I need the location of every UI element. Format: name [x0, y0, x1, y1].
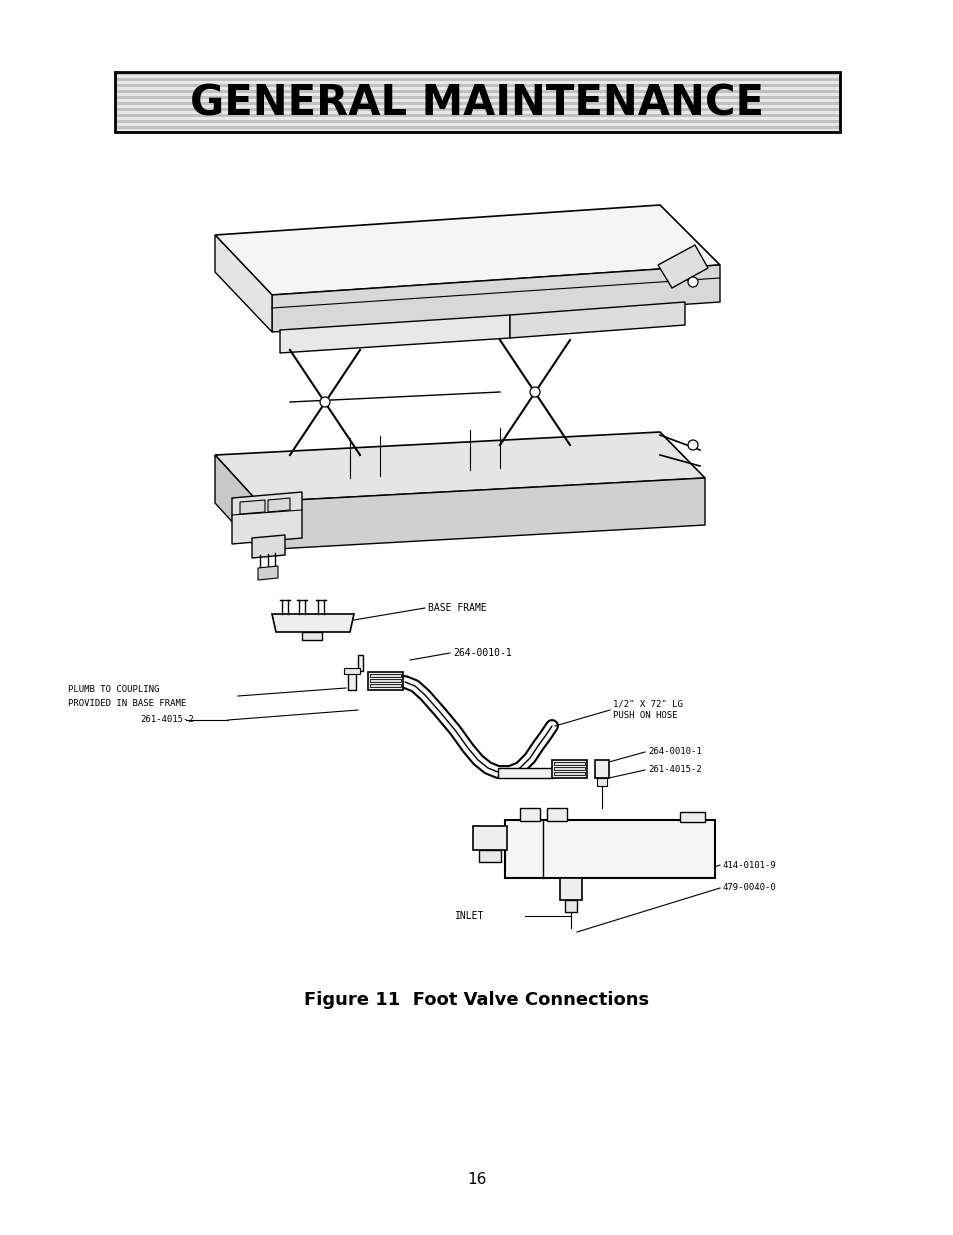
Circle shape [319, 396, 330, 408]
Bar [564, 900, 577, 911]
Bar [595, 760, 608, 778]
Polygon shape [658, 245, 707, 288]
Bar [370, 684, 400, 687]
Text: PUSH ON HOSE: PUSH ON HOSE [613, 711, 677, 720]
Text: 16: 16 [467, 1172, 486, 1188]
Polygon shape [272, 266, 720, 332]
Bar [348, 672, 355, 690]
Bar [554, 762, 584, 764]
Bar [504, 820, 714, 878]
Bar [115, 93, 840, 96]
Text: 261-4015-2: 261-4015-2 [140, 715, 193, 725]
Polygon shape [280, 315, 510, 353]
Text: 414-0101-9: 414-0101-9 [722, 861, 776, 869]
Text: PLUMB TO COUPLING: PLUMB TO COUPLING [68, 685, 159, 694]
Polygon shape [214, 235, 272, 332]
Bar [679, 811, 704, 823]
Polygon shape [252, 535, 285, 558]
Polygon shape [257, 566, 277, 580]
Bar [370, 674, 400, 677]
Bar [344, 668, 359, 674]
Polygon shape [272, 614, 354, 632]
Text: 261-4015-2: 261-4015-2 [647, 766, 701, 774]
Bar [552, 760, 586, 778]
Bar [546, 808, 566, 821]
Polygon shape [240, 500, 265, 514]
Bar [115, 105, 840, 107]
Bar [115, 111, 840, 114]
Bar [554, 772, 584, 776]
Polygon shape [214, 432, 704, 501]
Bar [115, 114, 840, 117]
Bar [115, 82, 840, 84]
Bar [554, 767, 584, 769]
Bar [302, 632, 322, 640]
Circle shape [530, 387, 539, 396]
Bar [115, 96, 840, 99]
Text: 264-0010-1: 264-0010-1 [647, 747, 701, 757]
Text: INLET: INLET [455, 911, 484, 921]
Polygon shape [268, 498, 290, 513]
Text: 479-0040-0: 479-0040-0 [722, 883, 776, 893]
Bar [115, 107, 840, 111]
Polygon shape [214, 205, 720, 295]
Bar [497, 768, 553, 778]
Bar [115, 86, 840, 90]
Bar [115, 78, 840, 82]
Circle shape [687, 277, 698, 287]
Text: 264-0010-1: 264-0010-1 [453, 648, 511, 658]
Polygon shape [214, 454, 257, 550]
Bar [115, 84, 840, 86]
Polygon shape [510, 303, 684, 338]
Bar [559, 878, 581, 900]
Bar [115, 120, 840, 124]
Bar [115, 72, 840, 132]
Bar [370, 679, 400, 682]
Bar [115, 128, 840, 132]
Text: BASE FRAME: BASE FRAME [428, 603, 486, 613]
Circle shape [687, 440, 698, 450]
Bar [115, 103, 840, 105]
Bar [473, 826, 506, 850]
Bar [368, 672, 402, 690]
Bar [519, 808, 539, 821]
Bar [115, 124, 840, 126]
Bar [115, 75, 840, 78]
Bar [357, 655, 363, 671]
Text: GENERAL MAINTENANCE: GENERAL MAINTENANCE [191, 83, 763, 125]
Polygon shape [232, 492, 302, 543]
Text: Figure 11  Foot Valve Connections: Figure 11 Foot Valve Connections [304, 990, 649, 1009]
Text: 1/2" X 72" LG: 1/2" X 72" LG [613, 699, 682, 709]
Text: PROVIDED IN BASE FRAME: PROVIDED IN BASE FRAME [68, 699, 186, 708]
Bar [115, 117, 840, 120]
Bar [115, 126, 840, 128]
Polygon shape [257, 478, 704, 550]
Bar [115, 90, 840, 93]
Bar [115, 99, 840, 103]
Bar [597, 778, 606, 785]
Bar [478, 850, 500, 862]
Bar [115, 72, 840, 75]
